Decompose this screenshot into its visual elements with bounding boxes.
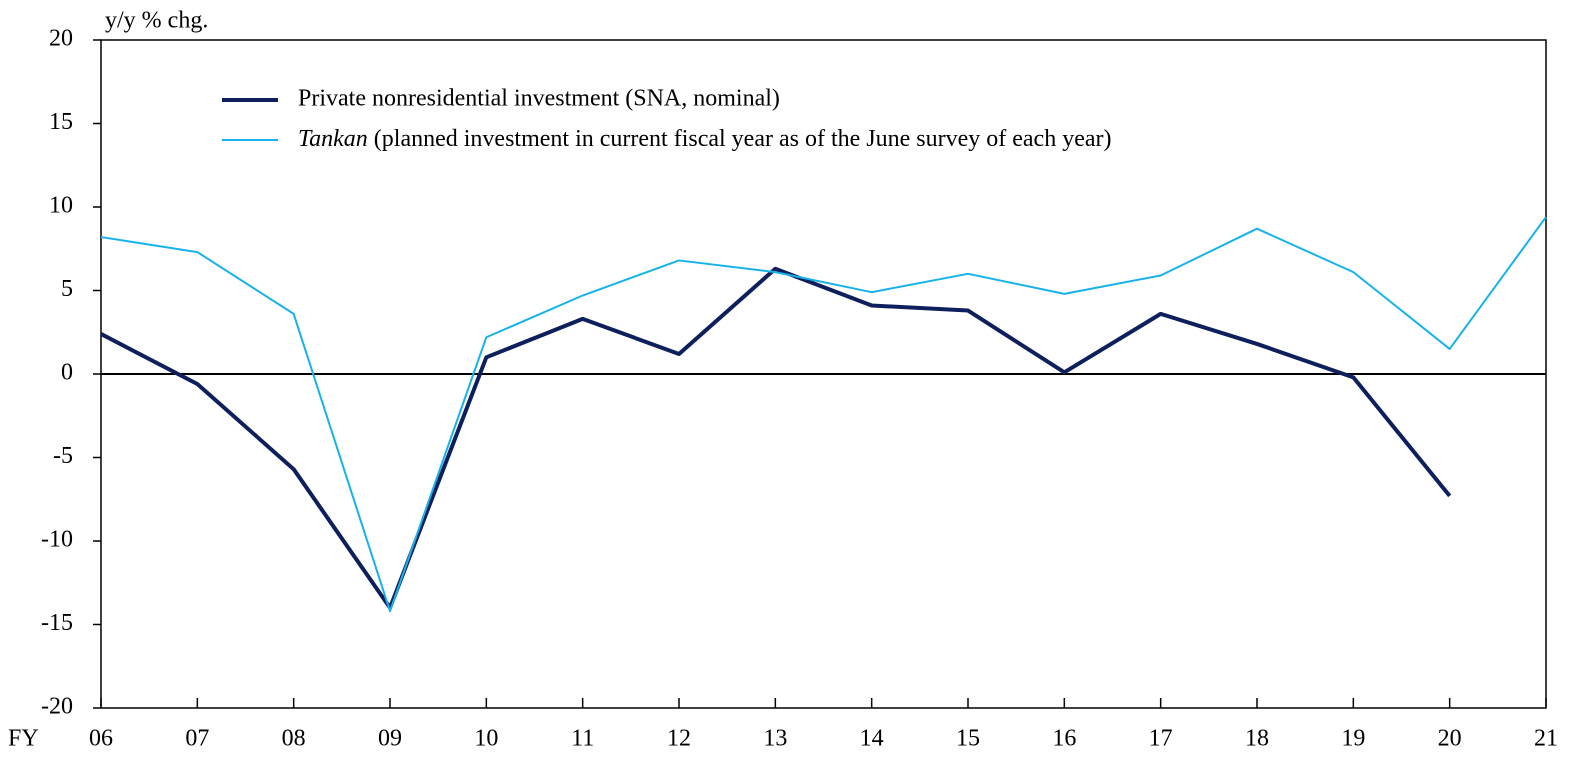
x-tick-label: 20 bbox=[1438, 726, 1462, 752]
x-tick-label: 16 bbox=[1052, 726, 1076, 752]
y-tick-label: 0 bbox=[61, 360, 73, 386]
x-tick-label: 14 bbox=[860, 726, 884, 752]
x-tick-label: 21 bbox=[1534, 726, 1558, 752]
x-tick-label: 12 bbox=[667, 726, 691, 752]
x-tick-label: 18 bbox=[1245, 726, 1269, 752]
series-line bbox=[100, 266, 1452, 610]
y-tick-label: -10 bbox=[41, 527, 73, 553]
y-tick-label: -20 bbox=[41, 694, 73, 720]
x-tick-label: 09 bbox=[378, 726, 402, 752]
y-tick-label: -15 bbox=[41, 610, 73, 636]
x-tick-label: 11 bbox=[571, 726, 594, 752]
y-tick-label: -5 bbox=[53, 443, 73, 469]
legend-label: Private nonresidential investment (SNA, … bbox=[298, 86, 780, 112]
y-tick-label: 15 bbox=[49, 109, 73, 135]
legend-label: Tankan (planned investment in current fi… bbox=[298, 126, 1112, 152]
y-tick-label: 5 bbox=[61, 276, 73, 302]
y-tick-label: 20 bbox=[49, 26, 73, 52]
x-axis-label: FY bbox=[8, 726, 39, 752]
series-line bbox=[100, 216, 1547, 613]
x-tick-label: 15 bbox=[956, 726, 980, 752]
y-axis-label: y/y % chg. bbox=[105, 8, 208, 34]
x-tick-label: 06 bbox=[89, 726, 113, 752]
x-tick-label: 17 bbox=[1149, 726, 1173, 752]
x-tick-label: 19 bbox=[1341, 726, 1365, 752]
y-tick-label: 10 bbox=[49, 193, 73, 219]
x-tick-label: 08 bbox=[282, 726, 306, 752]
x-tick-label: 13 bbox=[763, 726, 787, 752]
x-tick-label: 07 bbox=[185, 726, 209, 752]
x-tick-label: 10 bbox=[474, 726, 498, 752]
